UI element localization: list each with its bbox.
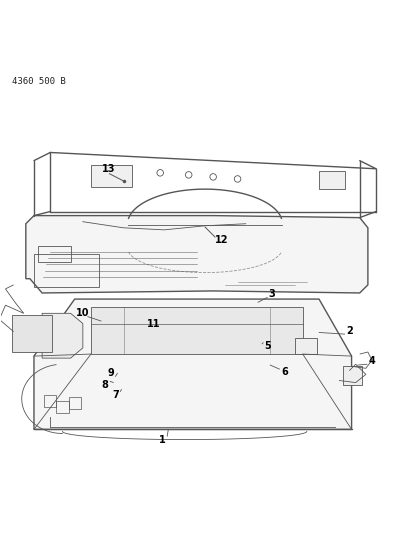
Polygon shape	[42, 313, 83, 358]
FancyBboxPatch shape	[11, 316, 52, 352]
Text: 4360 500 B: 4360 500 B	[11, 77, 65, 86]
Text: 10: 10	[76, 308, 89, 318]
Text: 9: 9	[107, 368, 114, 378]
Text: 2: 2	[345, 326, 352, 336]
Text: 4: 4	[368, 356, 374, 366]
FancyBboxPatch shape	[91, 165, 131, 187]
Polygon shape	[26, 215, 367, 293]
Text: 12: 12	[215, 235, 228, 245]
Text: 6: 6	[280, 367, 287, 377]
Text: 13: 13	[102, 164, 116, 174]
FancyBboxPatch shape	[294, 338, 316, 354]
Text: 3: 3	[268, 289, 275, 299]
FancyBboxPatch shape	[318, 171, 345, 189]
FancyBboxPatch shape	[343, 366, 361, 385]
Text: 11: 11	[147, 319, 160, 329]
Polygon shape	[34, 299, 351, 430]
Text: 7: 7	[112, 390, 119, 400]
Text: 8: 8	[101, 379, 108, 390]
Text: 1: 1	[158, 434, 165, 445]
Polygon shape	[91, 307, 302, 354]
Text: 5: 5	[264, 341, 271, 351]
